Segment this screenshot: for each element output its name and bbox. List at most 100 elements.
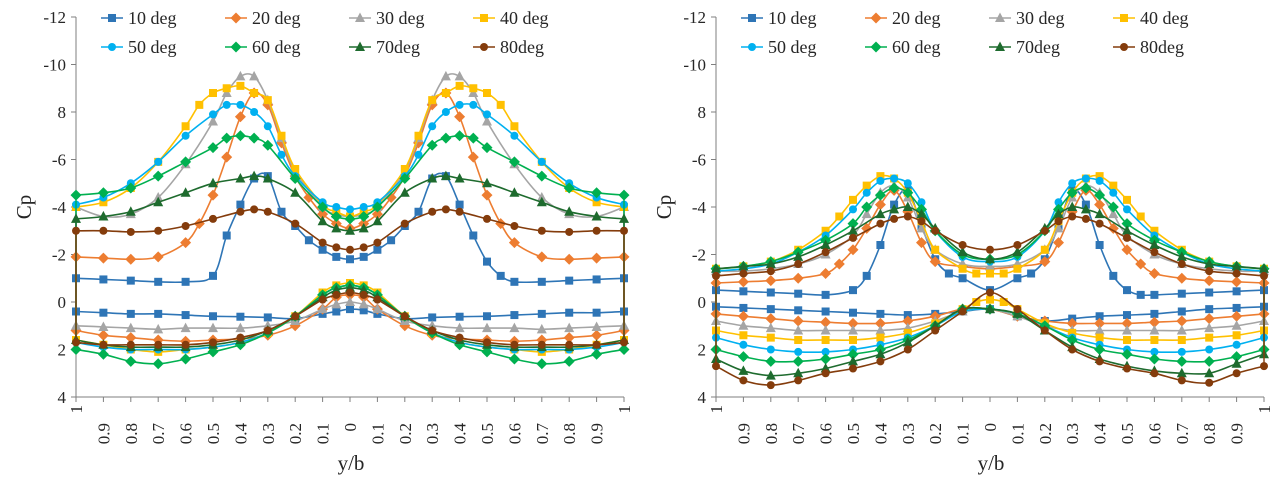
data-point <box>209 271 217 280</box>
data-point <box>929 256 941 268</box>
data-point <box>821 226 830 235</box>
legend-marker <box>230 41 242 53</box>
legend-item: 10 deg <box>101 8 177 28</box>
data-point <box>972 298 981 306</box>
data-point <box>482 177 492 188</box>
x-tick-label: 0.4 <box>1091 423 1110 445</box>
data-point <box>1203 355 1215 367</box>
legend-item: 70deg <box>349 37 420 57</box>
x-tick-label: 0.9 <box>1228 423 1247 444</box>
data-point <box>249 70 260 81</box>
data-point <box>1148 268 1160 279</box>
data-point <box>1013 305 1022 314</box>
data-point <box>765 313 777 325</box>
data-point <box>373 238 382 247</box>
data-point <box>862 188 871 197</box>
data-point <box>154 157 163 166</box>
data-point <box>181 131 190 140</box>
data-point <box>1121 218 1133 230</box>
data-point <box>125 253 137 265</box>
data-point <box>207 346 219 358</box>
data-point <box>820 325 831 335</box>
data-point <box>70 189 82 201</box>
data-point <box>99 226 108 235</box>
data-point <box>455 100 464 109</box>
data-point <box>821 248 830 257</box>
data-point <box>235 322 246 333</box>
data-point <box>1080 182 1092 194</box>
data-point <box>97 187 109 199</box>
y-tick-label: -2 <box>692 246 706 265</box>
data-point <box>263 96 272 105</box>
data-point <box>1123 311 1131 320</box>
data-point <box>591 187 603 199</box>
data-point <box>903 179 912 188</box>
data-point <box>99 308 108 317</box>
data-point <box>1136 290 1145 299</box>
legend-marker <box>355 41 365 51</box>
data-point <box>358 222 369 233</box>
data-point <box>1040 245 1049 254</box>
data-point <box>766 305 775 314</box>
data-point <box>1176 272 1188 284</box>
legend-label: 10 deg <box>768 8 817 28</box>
data-point <box>1095 172 1104 181</box>
x-tick-label: 1 <box>1255 405 1274 414</box>
legend-item: 60 deg <box>865 37 941 57</box>
data-point <box>903 212 912 221</box>
x-tick-label: 0.4 <box>871 423 890 445</box>
data-point <box>1150 347 1159 356</box>
data-point <box>903 328 912 337</box>
legend-marker <box>870 12 882 24</box>
data-point <box>125 182 137 194</box>
x-tick-label: 0.5 <box>204 423 223 444</box>
data-point <box>510 311 519 320</box>
data-point <box>903 311 912 320</box>
data-point <box>862 181 871 190</box>
data-point <box>1231 310 1243 322</box>
data-point <box>820 239 831 249</box>
data-point <box>849 195 857 204</box>
legend-label: 80deg <box>1140 37 1184 57</box>
data-point <box>454 322 465 333</box>
x-tick-label: 0.2 <box>1036 423 1055 444</box>
y-tick-label: -10 <box>683 56 706 75</box>
data-point <box>372 303 383 314</box>
legend-label: 10 deg <box>128 8 177 28</box>
data-point <box>739 340 748 349</box>
data-point <box>916 237 927 249</box>
data-point <box>564 206 575 216</box>
data-point <box>291 219 300 228</box>
legend-marker <box>870 41 882 53</box>
data-point <box>290 187 301 197</box>
data-point <box>833 258 845 270</box>
data-point <box>793 251 804 261</box>
data-point <box>1066 187 1078 199</box>
data-point <box>848 325 858 335</box>
x-tick-label: 0.1 <box>1008 423 1027 444</box>
data-point <box>345 296 355 306</box>
data-point <box>263 326 272 335</box>
x-tick-label: 0.9 <box>94 423 113 444</box>
x-tick-label: 0.1 <box>314 423 333 444</box>
x-tick-label: 0.6 <box>1145 423 1164 444</box>
data-point <box>958 274 967 283</box>
data-point <box>931 326 940 335</box>
data-point <box>222 100 231 109</box>
x-tick-label: 0.4 <box>451 423 470 445</box>
data-point <box>902 201 913 211</box>
data-point <box>794 260 803 268</box>
data-point <box>537 277 546 286</box>
data-point <box>1068 179 1077 188</box>
data-point <box>1150 226 1159 235</box>
data-point <box>565 227 574 236</box>
data-point <box>414 207 423 216</box>
data-point <box>332 243 341 252</box>
legend-label: 60 deg <box>252 37 301 57</box>
data-point <box>346 288 354 297</box>
data-point <box>193 218 205 230</box>
data-point <box>591 321 602 331</box>
data-point <box>794 347 803 356</box>
x-tick-label: 0.8 <box>122 423 141 444</box>
